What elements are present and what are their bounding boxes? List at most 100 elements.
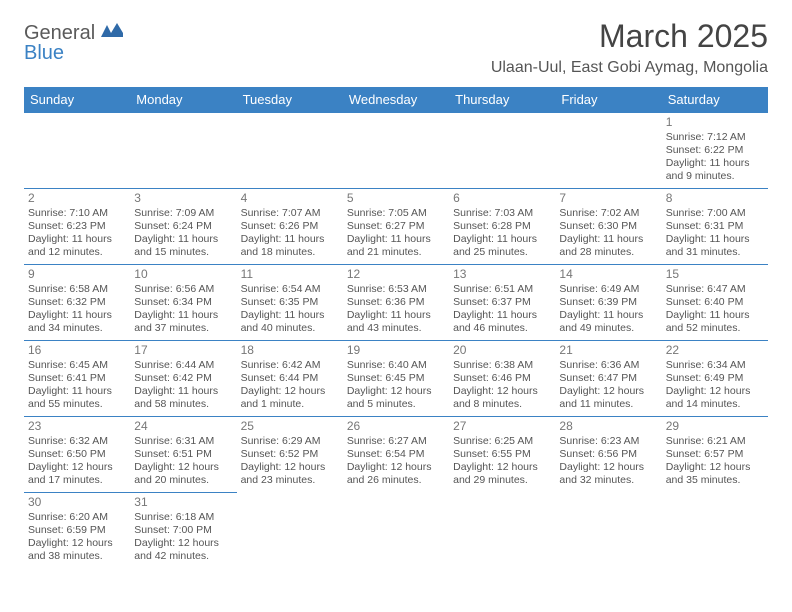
calendar-cell: 6Sunrise: 7:03 AMSunset: 6:28 PMDaylight… [449,189,555,265]
day-number: 4 [241,191,339,206]
day-number: 14 [559,267,657,282]
daylight-text: Daylight: 11 hours and 25 minutes. [453,233,551,259]
calendar-cell-empty [449,493,555,569]
sunset-text: Sunset: 7:00 PM [134,524,232,537]
day-number: 5 [347,191,445,206]
calendar-cell: 11Sunrise: 6:54 AMSunset: 6:35 PMDayligh… [237,265,343,341]
calendar-cell: 9Sunrise: 6:58 AMSunset: 6:32 PMDaylight… [24,265,130,341]
sunrise-text: Sunrise: 6:54 AM [241,283,339,296]
day-number: 23 [28,419,126,434]
calendar-header-row: SundayMondayTuesdayWednesdayThursdayFrid… [24,87,768,113]
sunrise-text: Sunrise: 6:21 AM [666,435,764,448]
col-header-wednesday: Wednesday [343,87,449,113]
daylight-text: Daylight: 12 hours and 11 minutes. [559,385,657,411]
calendar-cell: 5Sunrise: 7:05 AMSunset: 6:27 PMDaylight… [343,189,449,265]
col-header-sunday: Sunday [24,87,130,113]
daylight-text: Daylight: 11 hours and 46 minutes. [453,309,551,335]
daylight-text: Daylight: 12 hours and 29 minutes. [453,461,551,487]
calendar-cell: 4Sunrise: 7:07 AMSunset: 6:26 PMDaylight… [237,189,343,265]
sunset-text: Sunset: 6:28 PM [453,220,551,233]
sunset-text: Sunset: 6:37 PM [453,296,551,309]
calendar-cell: 13Sunrise: 6:51 AMSunset: 6:37 PMDayligh… [449,265,555,341]
title-block: March 2025 Ulaan-Uul, East Gobi Aymag, M… [491,18,768,77]
sunset-text: Sunset: 6:30 PM [559,220,657,233]
day-number: 22 [666,343,764,358]
calendar-cell: 3Sunrise: 7:09 AMSunset: 6:24 PMDaylight… [130,189,236,265]
sunset-text: Sunset: 6:34 PM [134,296,232,309]
col-header-thursday: Thursday [449,87,555,113]
calendar-cell: 18Sunrise: 6:42 AMSunset: 6:44 PMDayligh… [237,341,343,417]
calendar-table: SundayMondayTuesdayWednesdayThursdayFrid… [24,87,768,569]
sunset-text: Sunset: 6:39 PM [559,296,657,309]
col-header-tuesday: Tuesday [237,87,343,113]
calendar-cell: 12Sunrise: 6:53 AMSunset: 6:36 PMDayligh… [343,265,449,341]
daylight-text: Daylight: 11 hours and 28 minutes. [559,233,657,259]
sunrise-text: Sunrise: 6:23 AM [559,435,657,448]
calendar-cell: 1Sunrise: 7:12 AMSunset: 6:22 PMDaylight… [662,113,768,189]
calendar-cell: 8Sunrise: 7:00 AMSunset: 6:31 PMDaylight… [662,189,768,265]
logo-part1: General [24,22,95,44]
calendar-cell: 31Sunrise: 6:18 AMSunset: 7:00 PMDayligh… [130,493,236,569]
calendar-row: 2Sunrise: 7:10 AMSunset: 6:23 PMDaylight… [24,189,768,265]
daylight-text: Daylight: 12 hours and 14 minutes. [666,385,764,411]
sunset-text: Sunset: 6:26 PM [241,220,339,233]
sunrise-text: Sunrise: 6:25 AM [453,435,551,448]
calendar-cell-empty [237,493,343,569]
daylight-text: Daylight: 12 hours and 20 minutes. [134,461,232,487]
daylight-text: Daylight: 11 hours and 12 minutes. [28,233,126,259]
calendar-cell: 17Sunrise: 6:44 AMSunset: 6:42 PMDayligh… [130,341,236,417]
calendar-cell-empty [130,113,236,189]
day-number: 28 [559,419,657,434]
logo: General Blue [24,23,123,63]
day-number: 2 [28,191,126,206]
calendar-cell: 21Sunrise: 6:36 AMSunset: 6:47 PMDayligh… [555,341,661,417]
sunrise-text: Sunrise: 7:09 AM [134,207,232,220]
daylight-text: Daylight: 11 hours and 15 minutes. [134,233,232,259]
calendar-cell-empty [24,113,130,189]
day-number: 19 [347,343,445,358]
day-number: 7 [559,191,657,206]
col-header-friday: Friday [555,87,661,113]
sunrise-text: Sunrise: 7:10 AM [28,207,126,220]
calendar-cell-empty [555,493,661,569]
sunset-text: Sunset: 6:23 PM [28,220,126,233]
daylight-text: Daylight: 11 hours and 55 minutes. [28,385,126,411]
sunset-text: Sunset: 6:35 PM [241,296,339,309]
daylight-text: Daylight: 11 hours and 58 minutes. [134,385,232,411]
day-number: 13 [453,267,551,282]
day-number: 12 [347,267,445,282]
calendar-row: 23Sunrise: 6:32 AMSunset: 6:50 PMDayligh… [24,417,768,493]
sunrise-text: Sunrise: 6:44 AM [134,359,232,372]
sunrise-text: Sunrise: 7:02 AM [559,207,657,220]
daylight-text: Daylight: 11 hours and 49 minutes. [559,309,657,335]
sunrise-text: Sunrise: 6:53 AM [347,283,445,296]
sunset-text: Sunset: 6:42 PM [134,372,232,385]
day-number: 10 [134,267,232,282]
sunset-text: Sunset: 6:32 PM [28,296,126,309]
day-number: 24 [134,419,232,434]
sunrise-text: Sunrise: 7:00 AM [666,207,764,220]
daylight-text: Daylight: 12 hours and 38 minutes. [28,537,126,563]
calendar-cell-empty [662,493,768,569]
sunrise-text: Sunrise: 7:03 AM [453,207,551,220]
day-number: 30 [28,495,126,510]
day-number: 21 [559,343,657,358]
daylight-text: Daylight: 11 hours and 21 minutes. [347,233,445,259]
daylight-text: Daylight: 12 hours and 23 minutes. [241,461,339,487]
day-number: 11 [241,267,339,282]
calendar-cell: 27Sunrise: 6:25 AMSunset: 6:55 PMDayligh… [449,417,555,493]
sunrise-text: Sunrise: 6:34 AM [666,359,764,372]
sunset-text: Sunset: 6:47 PM [559,372,657,385]
daylight-text: Daylight: 11 hours and 43 minutes. [347,309,445,335]
calendar-cell: 26Sunrise: 6:27 AMSunset: 6:54 PMDayligh… [343,417,449,493]
daylight-text: Daylight: 12 hours and 17 minutes. [28,461,126,487]
day-number: 1 [666,115,764,130]
calendar-cell: 16Sunrise: 6:45 AMSunset: 6:41 PMDayligh… [24,341,130,417]
calendar-cell: 24Sunrise: 6:31 AMSunset: 6:51 PMDayligh… [130,417,236,493]
day-number: 6 [453,191,551,206]
calendar-cell: 7Sunrise: 7:02 AMSunset: 6:30 PMDaylight… [555,189,661,265]
sunset-text: Sunset: 6:52 PM [241,448,339,461]
calendar-cell: 25Sunrise: 6:29 AMSunset: 6:52 PMDayligh… [237,417,343,493]
sunset-text: Sunset: 6:24 PM [134,220,232,233]
sunrise-text: Sunrise: 6:18 AM [134,511,232,524]
